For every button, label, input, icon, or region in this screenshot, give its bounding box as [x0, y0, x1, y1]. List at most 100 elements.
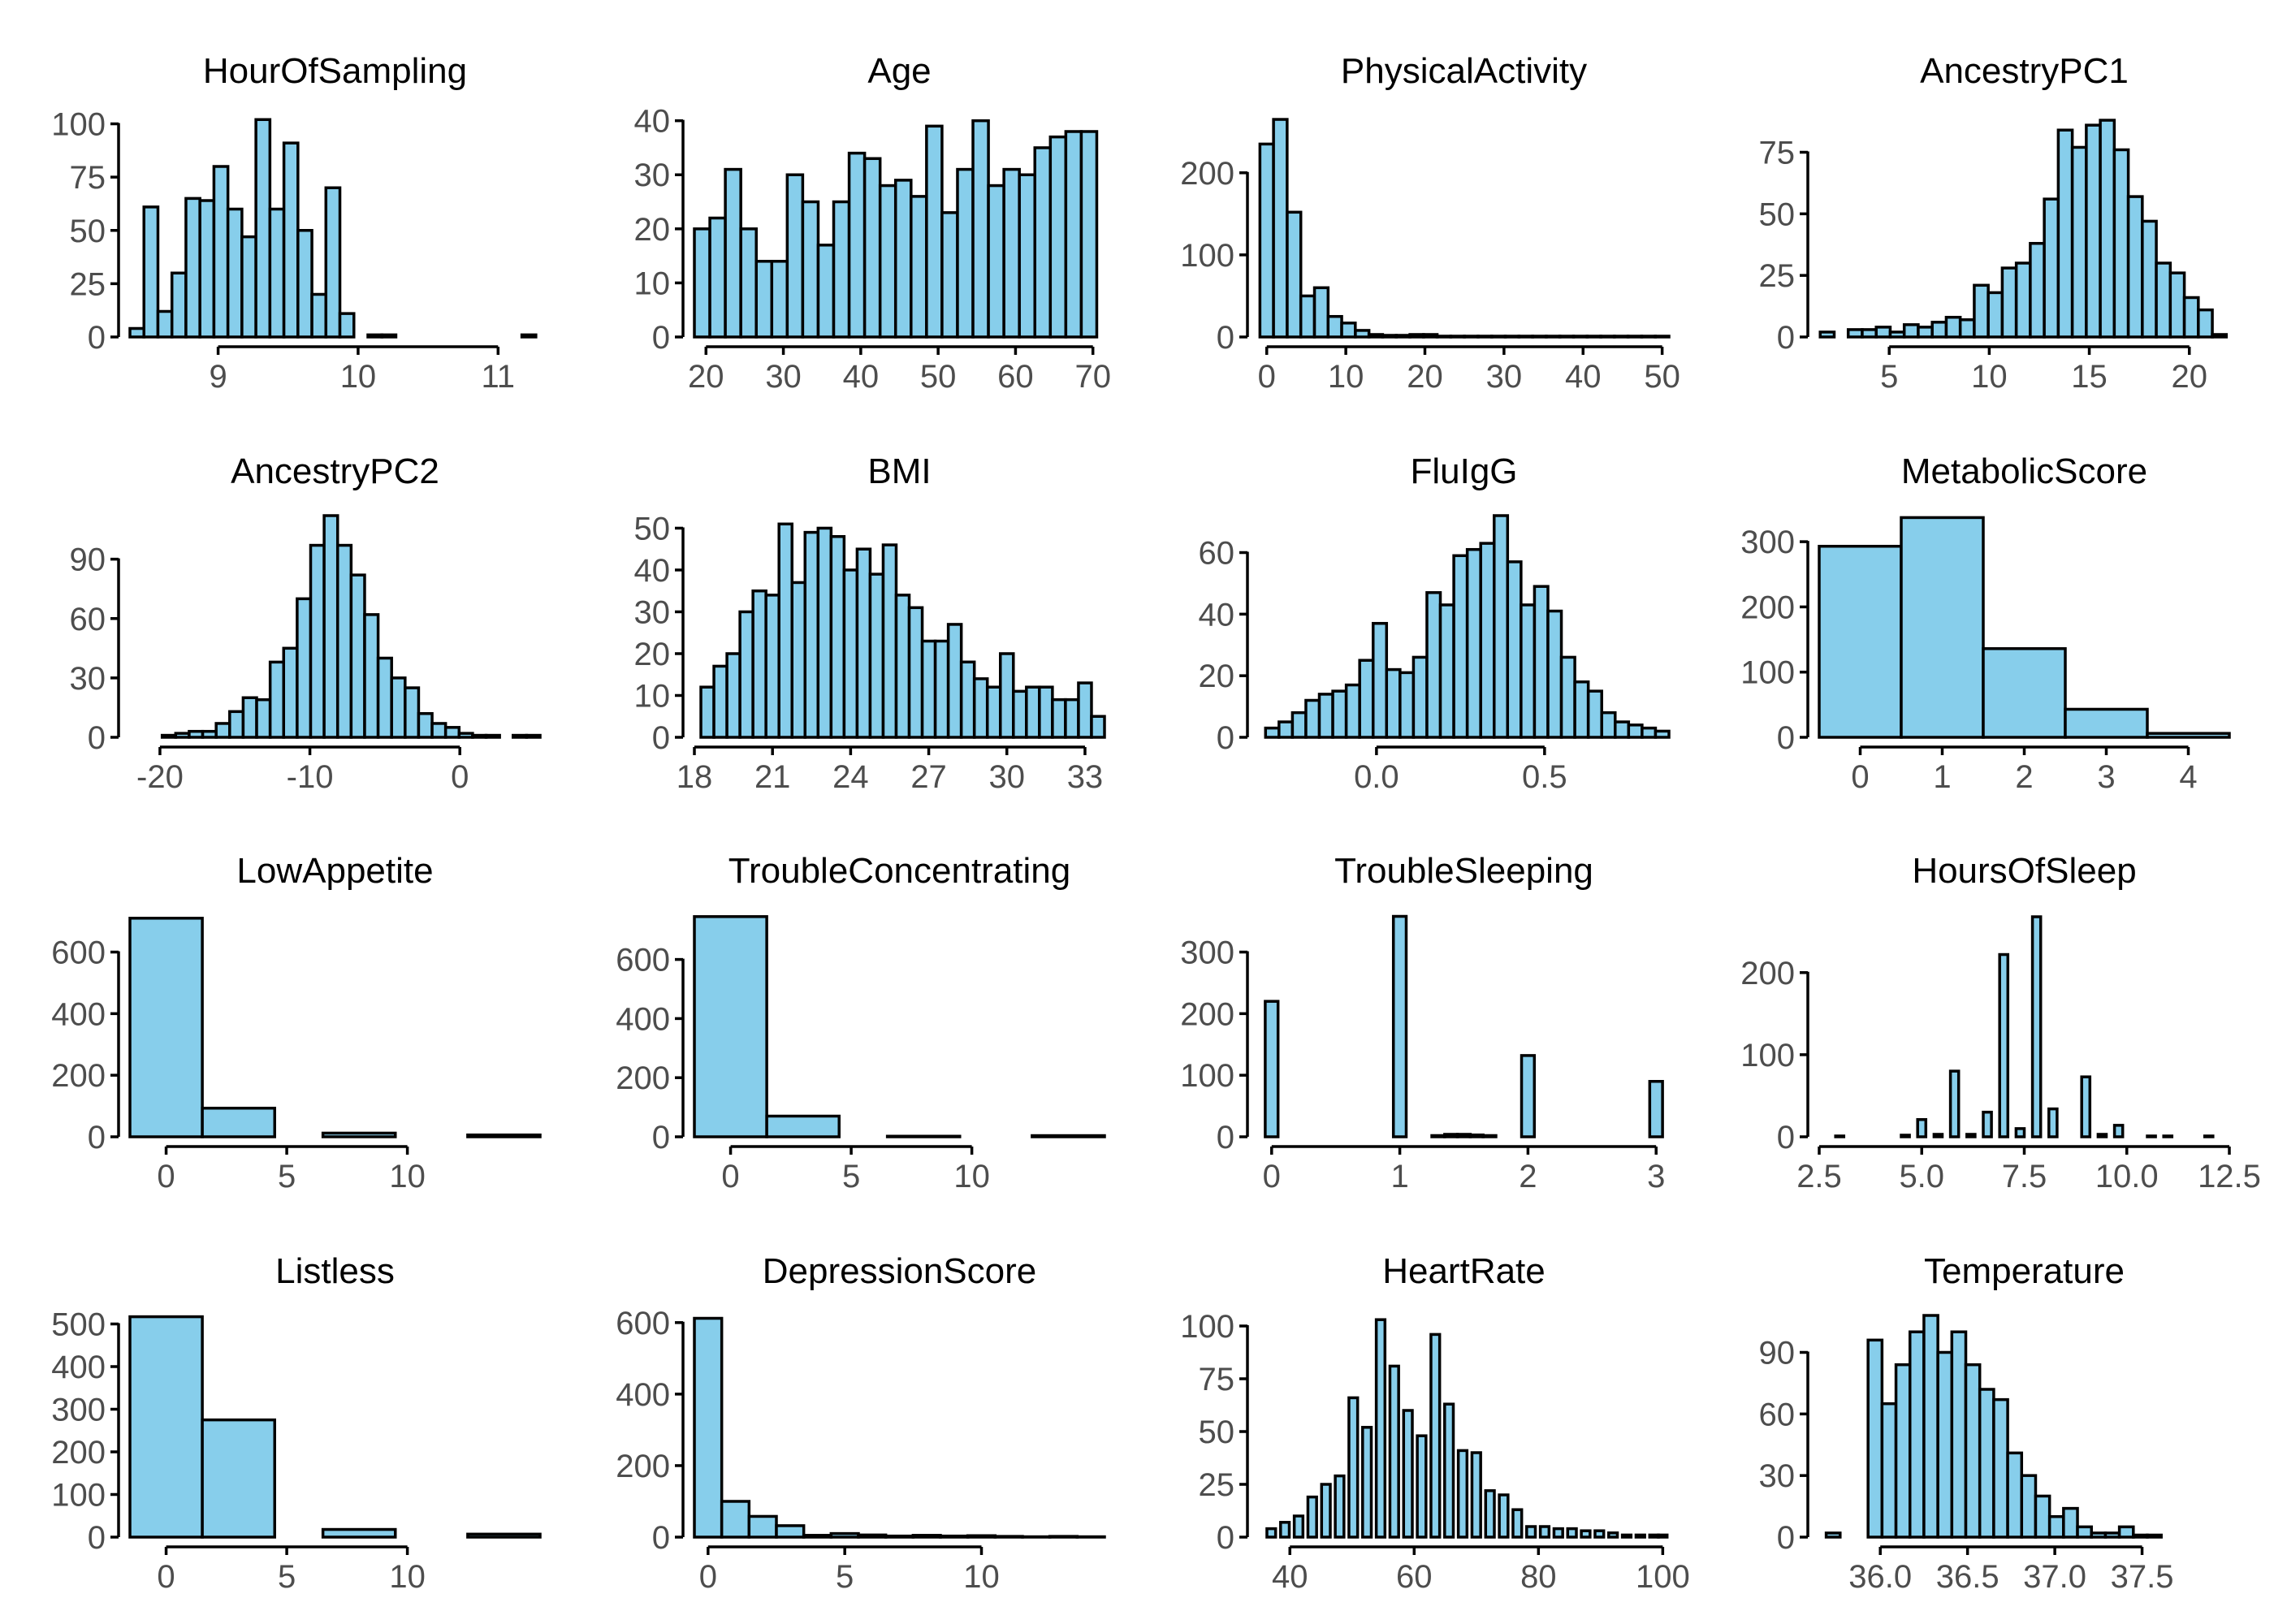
histogram-bar [933, 639, 950, 739]
histogram-bar [1358, 659, 1375, 739]
x-tick-label: 5 [842, 1159, 860, 1194]
y-tick-label: 25 [1759, 258, 1796, 294]
y-tick-label: 400 [616, 1377, 670, 1413]
histogram-bar [1312, 286, 1330, 339]
x-tick-label: 11 [482, 359, 516, 395]
ancestry-pc2-histogram: AncestryPC2 0 30 60 90 -20 -10 0 [70, 451, 542, 795]
physical-activity-histogram: PhysicalActivity 0 100 200 0 10 20 30 40 50 [1180, 51, 1680, 395]
y-tick-label: 100 [1740, 655, 1795, 691]
histogram-bar [282, 141, 300, 339]
histogram-bar [1031, 1134, 1106, 1138]
histogram-bar [2197, 308, 2214, 339]
y-tick-label: 0 [1777, 720, 1795, 756]
histogram-bar [724, 167, 742, 339]
histogram-bar [1586, 689, 1603, 739]
x-tick-label: 10 [389, 1159, 426, 1194]
y-tick-label: 10 [634, 266, 671, 301]
x-tick-label: 5.0 [1899, 1159, 1944, 1194]
histogram-bar [1048, 1535, 1079, 1539]
histogram-bar [1902, 323, 1920, 339]
y-tick-label: 10 [634, 678, 671, 714]
histogram-bar [310, 292, 328, 339]
histogram-bar [777, 522, 793, 739]
histogram-bar [335, 543, 353, 739]
y-tick-label: 0 [1777, 320, 1795, 356]
histogram-bar [2076, 1525, 2093, 1539]
x-tick-label: 10 [953, 1159, 990, 1194]
histogram-bar [1344, 683, 1361, 739]
histogram-bar [1079, 130, 1099, 339]
histogram-bar [693, 1316, 724, 1539]
histogram-bar [1286, 210, 1303, 339]
panel-title: Temperature [1924, 1251, 2125, 1291]
x-tick-label: 0 [1258, 359, 1276, 395]
histogram-bar [1402, 1409, 1414, 1539]
x-tick-label: 0.5 [1522, 759, 1567, 795]
x-tick-label: 24 [832, 759, 869, 795]
histogram-bar [1481, 1134, 1498, 1138]
x-tick-label: 80 [1520, 1559, 1557, 1595]
histogram-bar [878, 184, 897, 339]
histogram-bar [1498, 1493, 1510, 1539]
y-tick-label: 600 [616, 943, 670, 978]
histogram-bar [1272, 118, 1289, 339]
histogram-bar [1932, 1133, 1944, 1138]
histogram-bar [998, 652, 1015, 739]
histogram-bar [1258, 142, 1275, 339]
x-tick-label: 30 [1486, 359, 1523, 395]
histogram-bar [201, 1106, 276, 1138]
histogram-bar [2146, 1533, 2163, 1539]
panel-title: AncestryPC2 [231, 451, 439, 491]
histogram-bar [1818, 330, 1836, 339]
x-tick-label: 37.5 [2111, 1559, 2174, 1595]
histogram-bar [1641, 726, 1658, 739]
metabolic-score-histogram: MetabolicScore 0 100 200 300 0 1 2 3 4 [1740, 451, 2231, 795]
histogram-bar [1614, 720, 1631, 739]
histogram-bar [907, 606, 924, 739]
histogram-bar [790, 581, 807, 739]
histogram-bar [738, 610, 754, 739]
histogram-bar [2000, 266, 2018, 339]
histogram-bar [1607, 1531, 1619, 1539]
histogram-bar [1077, 681, 1093, 739]
histogram-bar [160, 733, 178, 739]
y-tick-label: 20 [634, 637, 671, 672]
x-tick-label: 12.5 [2198, 1159, 2261, 1194]
histogram-bar [1038, 685, 1054, 739]
y-tick-label: 90 [70, 542, 106, 578]
histogram-bar [309, 543, 326, 739]
histogram-bar [2099, 119, 2116, 339]
histogram-bar [1391, 914, 1408, 1138]
histogram-bar [1388, 1364, 1400, 1539]
histogram-bar [2056, 128, 2074, 339]
histogram-bar [1861, 328, 1878, 339]
y-tick-label: 100 [1180, 1309, 1234, 1345]
histogram-bar [1012, 689, 1028, 739]
histogram-bar [1982, 1110, 1993, 1138]
x-tick-label: 36.0 [1848, 1559, 1912, 1595]
histogram-bar [765, 1114, 841, 1138]
histogram-bar [1290, 710, 1308, 739]
y-tick-label: 0 [652, 1520, 670, 1556]
histogram-bar [255, 698, 272, 739]
histogram-bar [1973, 283, 1990, 339]
histogram-bar [2062, 1506, 2079, 1539]
histogram-bar [282, 646, 299, 739]
histogram-bar [366, 333, 383, 339]
y-tick-label: 75 [1759, 136, 1796, 171]
y-tick-label: 75 [70, 160, 106, 196]
histogram-bar [1438, 603, 1455, 739]
histogram-bar [2162, 1134, 2174, 1138]
histogram-bar [911, 1534, 942, 1539]
histogram-bar [1834, 1134, 1846, 1138]
x-tick-label: 2 [1519, 1159, 1537, 1194]
histogram-bar [2155, 261, 2172, 339]
histogram-bar [1894, 1363, 1912, 1539]
histogram-bar [956, 167, 975, 339]
histogram-bar [1002, 167, 1021, 339]
y-tick-label: 200 [616, 1449, 670, 1484]
histogram-bar [254, 118, 272, 339]
histogram-bar [1559, 655, 1576, 739]
y-tick-label: 20 [1199, 659, 1235, 694]
